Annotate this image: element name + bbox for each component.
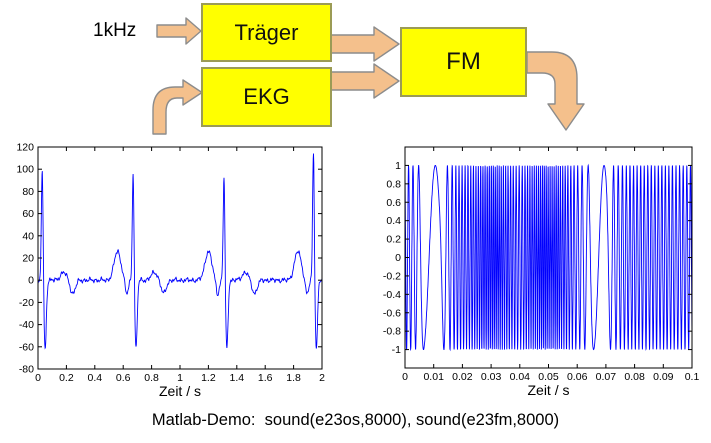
fm-plot: 0 0.01 0.02 0.03 0.04 0.05 0.06 0.07 0.08 0.09 0.1…	[383, 146, 700, 398]
y-tick-label: -0.8	[383, 326, 401, 338]
y-tick-label: 60	[22, 208, 34, 220]
ekg-plot: 0 0.2 0.4 0.6 0.8 1 1.2 1.4 1.6 1.8 2 120 100 80 60 40 2…	[16, 142, 325, 400]
arrow-ekg-to-fm	[328, 63, 400, 99]
x-tick-label: 1.4	[229, 372, 244, 384]
x-tick-label: 0	[35, 372, 41, 384]
fm-waveform	[404, 163, 693, 352]
x-tick-label: 0.6	[116, 372, 131, 384]
x-tick-label: 1.2	[201, 372, 216, 384]
block-fm: FM	[400, 27, 527, 97]
y-tick-label: 80	[22, 186, 34, 198]
y-tick-label: 0	[28, 275, 34, 287]
x-tick-label: 0.07	[596, 371, 617, 383]
y-tick-label: 0.6	[386, 197, 401, 209]
x-tick-label: 1.8	[286, 372, 301, 384]
ekg-x-axis-label: Zeit / s	[159, 383, 201, 399]
y-tick-label: -0.2	[383, 270, 401, 282]
x-tick-label: 0.01	[423, 371, 444, 383]
input-frequency-label: 1kHz	[93, 20, 137, 41]
y-tick-label: -40	[19, 319, 34, 331]
y-tick-label: 0.8	[386, 178, 401, 190]
y-tick-label: -20	[19, 297, 34, 309]
x-tick-label: 0.05	[538, 371, 559, 383]
block-traeger: Träger	[201, 3, 332, 62]
x-tick-label: 0.09	[653, 371, 674, 383]
x-tick-label: 2	[319, 372, 325, 384]
y-tick-label: 20	[22, 253, 34, 265]
arrow-traeger-to-fm	[328, 26, 400, 62]
x-tick-label: 0.04	[510, 371, 531, 383]
y-tick-label: -0.6	[383, 307, 401, 319]
x-tick-label: 0.1	[685, 371, 700, 383]
y-tick-label: 120	[16, 142, 34, 154]
caption: Matlab-Demo: sound(e23os,8000), sound(e2…	[151, 411, 560, 429]
arrow-fm-output	[526, 51, 585, 131]
x-tick-label: 0.8	[144, 372, 159, 384]
x-tick-label: 0.02	[452, 371, 473, 383]
x-tick-label: 0.06	[567, 371, 588, 383]
block-ekg: EKG	[201, 67, 332, 127]
arrow-1khz-to-traeger	[156, 17, 202, 45]
y-tick-label: -60	[19, 341, 34, 353]
y-tick-label: 0.2	[386, 234, 401, 246]
y-tick-label: 0.4	[386, 215, 401, 227]
x-tick-label: 0	[402, 371, 408, 383]
fm-x-axis-label: Zeit / s	[527, 382, 569, 398]
x-tick-label: 0.2	[59, 372, 74, 384]
x-tick-label: 0.4	[87, 372, 102, 384]
y-tick-label: -80	[19, 364, 34, 376]
x-tick-label: 1	[177, 372, 183, 384]
block-traeger-label: Träger	[234, 19, 299, 45]
block-fm-label: FM	[446, 48, 481, 75]
arrow-into-ekg	[152, 79, 203, 135]
y-tick-label: 0	[395, 252, 401, 264]
y-tick-label: 100	[16, 164, 34, 176]
block-ekg-label: EKG	[243, 84, 290, 109]
y-tick-label: -0.4	[383, 289, 401, 301]
ekg-plot-frame	[37, 146, 323, 370]
x-tick-label: 0.03	[481, 371, 502, 383]
x-tick-label: 1.6	[258, 372, 273, 384]
y-tick-label: 1	[395, 160, 401, 172]
y-tick-label: 40	[22, 230, 34, 242]
ekg-waveform	[37, 153, 323, 350]
x-tick-label: 0.08	[624, 371, 645, 383]
y-tick-label: -1	[392, 344, 401, 356]
